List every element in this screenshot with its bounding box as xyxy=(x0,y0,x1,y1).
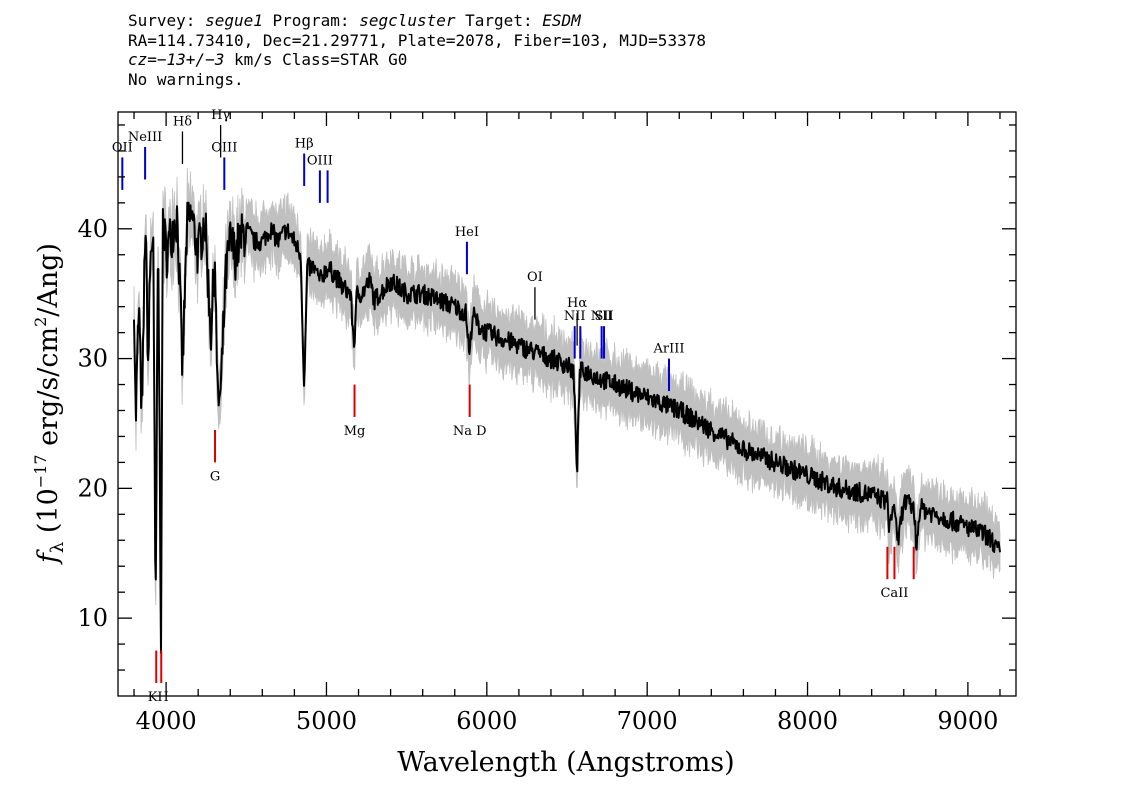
line-label: NII xyxy=(564,309,586,324)
line-label: Hδ xyxy=(173,114,192,129)
header-line-coords: RA=114.73410, Dec=21.29771, Plate=2078, … xyxy=(128,30,706,50)
x-tick-label: 9000 xyxy=(937,707,998,735)
x-tick-label: 7000 xyxy=(617,707,678,735)
target-value: ESDM xyxy=(542,11,581,30)
y-tick-label: 10 xyxy=(77,604,108,632)
line-label: HeI xyxy=(455,225,479,240)
line-label: Na D xyxy=(453,424,487,439)
x-tick-label: 6000 xyxy=(456,707,517,735)
line-label: CaII xyxy=(880,586,908,601)
x-tick-label: 5000 xyxy=(296,707,357,735)
target-label: Target: xyxy=(455,11,543,30)
line-label: SII xyxy=(594,309,613,324)
class-text: km/s Class=STAR G0 xyxy=(224,50,408,69)
line-label: OI xyxy=(527,270,543,285)
line-label: Mg xyxy=(344,424,366,439)
axes: 4000 5000 6000 7000 8000 9000 10 20 30 40 xyxy=(77,112,1016,735)
redshift-value: cz=−13+/−3 xyxy=(128,50,225,69)
survey-label: Survey: xyxy=(128,11,206,30)
program-label: Program: xyxy=(262,11,360,30)
line-label: OIII xyxy=(307,153,333,168)
line-label: OIII xyxy=(211,140,237,155)
x-axis-label: Wavelength (Angstroms) xyxy=(397,747,734,778)
survey-value: segue1 xyxy=(205,11,263,30)
flux-error-band xyxy=(133,167,1001,677)
line-label: G xyxy=(210,469,220,484)
line-label: KH xyxy=(148,690,169,705)
x-tick-label: 4000 xyxy=(136,707,197,735)
line-label: NII xyxy=(591,309,613,324)
plot-frame xyxy=(117,111,1017,697)
line-label: OII xyxy=(112,140,133,155)
line-label: Hγ xyxy=(211,108,230,123)
y-tick-label: 20 xyxy=(77,474,108,502)
header-line-redshift: cz=−13+/−3 km/s Class=STAR G0 xyxy=(128,50,706,70)
y-tick-label: 30 xyxy=(77,345,108,373)
spectrum-header: Survey: segue1 Program: segcluster Targe… xyxy=(128,11,706,89)
line-label: ArIII xyxy=(652,342,684,357)
header-line-survey: Survey: segue1 Program: segcluster Targe… xyxy=(128,11,706,31)
x-tick-label: 8000 xyxy=(777,707,838,735)
flux-line xyxy=(133,201,1001,654)
line-label: Hβ xyxy=(295,137,314,152)
header-line-warnings: No warnings. xyxy=(128,69,244,89)
program-value: segcluster xyxy=(359,11,456,30)
y-tick-label: 40 xyxy=(77,215,108,243)
spectrum-group xyxy=(133,167,1001,677)
line-label: Hα xyxy=(567,296,587,311)
line-label: NeIII xyxy=(128,130,162,145)
y-axis-label: fλ (10−17 erg/s/cm2/Ang) xyxy=(31,243,68,565)
